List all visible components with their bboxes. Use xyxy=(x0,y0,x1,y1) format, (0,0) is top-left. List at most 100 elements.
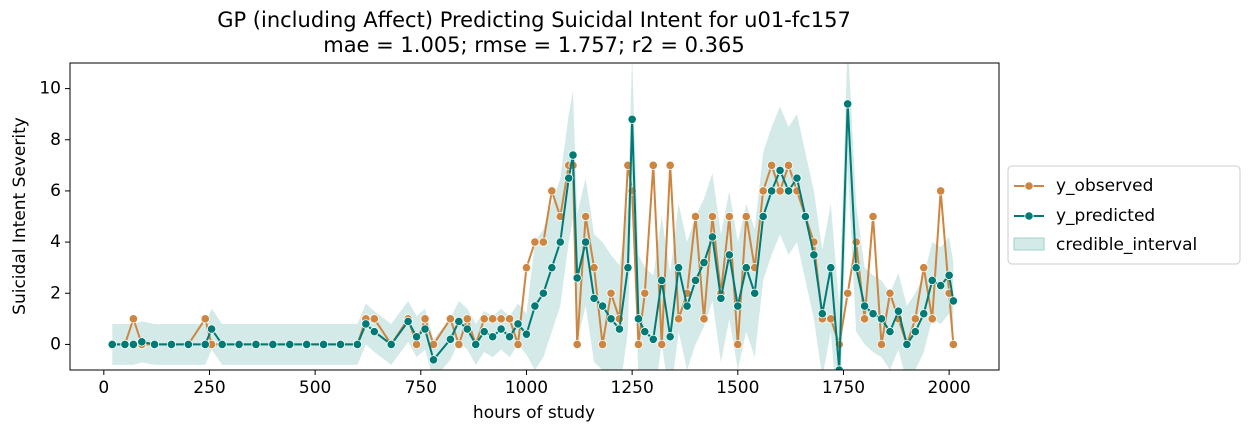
data-point xyxy=(120,339,130,350)
series-line xyxy=(112,103,955,370)
data-point xyxy=(496,324,506,334)
data-point xyxy=(166,339,177,350)
data-point xyxy=(128,314,138,324)
data-point xyxy=(200,314,210,324)
data-point xyxy=(217,339,227,350)
data-point xyxy=(386,339,396,350)
data-point xyxy=(128,339,138,350)
credible-band xyxy=(112,63,954,370)
data-point xyxy=(665,332,675,342)
data-point xyxy=(335,339,346,350)
data-point xyxy=(572,339,582,350)
data-point xyxy=(851,263,861,273)
data-point xyxy=(648,334,658,344)
data-point xyxy=(428,355,439,365)
data-point xyxy=(572,273,582,283)
data-point xyxy=(741,263,751,273)
data-point xyxy=(606,288,616,298)
data-point xyxy=(657,275,667,286)
data-point xyxy=(893,306,904,316)
data-point xyxy=(902,339,912,350)
x-tick-label: 2000 xyxy=(927,378,970,398)
data-point xyxy=(504,332,515,342)
data-point xyxy=(758,186,768,196)
axes: 0 250 500 750 1000 1250 1500 1750 2000 0 2 4 6 8 10 xyxy=(39,62,1000,398)
data-point xyxy=(137,337,147,347)
data-point xyxy=(665,160,675,170)
data-point xyxy=(411,339,422,350)
data-point xyxy=(149,339,160,350)
legend-swatch xyxy=(1013,237,1045,251)
chart-subtitle: mae = 1.005; rmse = 1.757; r2 = 0.365 xyxy=(323,33,745,57)
data-point xyxy=(868,211,878,222)
data-point xyxy=(462,314,472,324)
x-tick-label: 1500 xyxy=(716,378,759,398)
data-point xyxy=(936,186,946,196)
data-point xyxy=(234,339,244,350)
data-point xyxy=(496,314,506,324)
data-point xyxy=(538,288,548,298)
data-point xyxy=(633,314,644,324)
data-point xyxy=(682,301,692,311)
data-point xyxy=(843,99,853,109)
legend: y_observed y_predicted credible_interval xyxy=(1007,165,1241,265)
data-point xyxy=(633,339,644,350)
data-point xyxy=(707,232,718,242)
data-point xyxy=(783,186,794,196)
data-point xyxy=(800,211,811,222)
data-point xyxy=(361,319,371,329)
data-point xyxy=(859,314,870,324)
data-point xyxy=(690,211,701,222)
data-point xyxy=(530,237,540,247)
data-point xyxy=(302,339,312,350)
data-point xyxy=(568,150,578,160)
data-point xyxy=(885,327,895,337)
data-point xyxy=(471,339,481,350)
data-point xyxy=(521,329,532,339)
data-point xyxy=(403,316,413,326)
plot-frame xyxy=(69,62,1000,371)
data-point xyxy=(504,314,515,324)
data-point xyxy=(454,316,464,326)
data-point xyxy=(488,314,498,324)
data-point xyxy=(445,314,455,324)
data-point xyxy=(589,293,599,303)
data-point xyxy=(733,301,743,311)
data-point xyxy=(640,327,650,337)
y-tick-label: 8 xyxy=(50,130,61,150)
data-point xyxy=(411,332,422,342)
data-point xyxy=(581,211,591,222)
x-tick-label: 250 xyxy=(193,378,225,398)
y-tick-label: 4 xyxy=(50,232,61,252)
data-point xyxy=(936,280,946,291)
data-point xyxy=(724,211,734,222)
data-point xyxy=(369,327,379,337)
data-point xyxy=(741,211,751,222)
data-point xyxy=(876,339,887,350)
data-point xyxy=(775,186,785,196)
data-point xyxy=(885,288,895,298)
data-point xyxy=(200,339,210,350)
legend-label: credible_interval xyxy=(1056,235,1197,255)
data-point xyxy=(733,339,743,350)
data-point xyxy=(809,250,819,260)
data-point xyxy=(268,339,278,350)
data-point xyxy=(285,339,295,350)
data-point xyxy=(352,339,363,350)
data-point xyxy=(699,257,709,268)
data-point xyxy=(707,211,718,222)
data-point xyxy=(948,296,958,306)
data-point xyxy=(581,237,591,247)
data-point xyxy=(251,339,261,350)
data-point xyxy=(445,334,455,344)
data-point xyxy=(767,160,777,170)
data-point xyxy=(530,301,540,311)
data-point xyxy=(876,314,887,324)
data-point xyxy=(107,339,117,350)
x-tick-label: 1250 xyxy=(611,378,654,398)
data-point xyxy=(555,237,565,247)
data-point xyxy=(420,314,430,324)
data-point xyxy=(369,314,379,324)
y-tick-label: 2 xyxy=(50,283,61,303)
data-point xyxy=(767,186,777,196)
